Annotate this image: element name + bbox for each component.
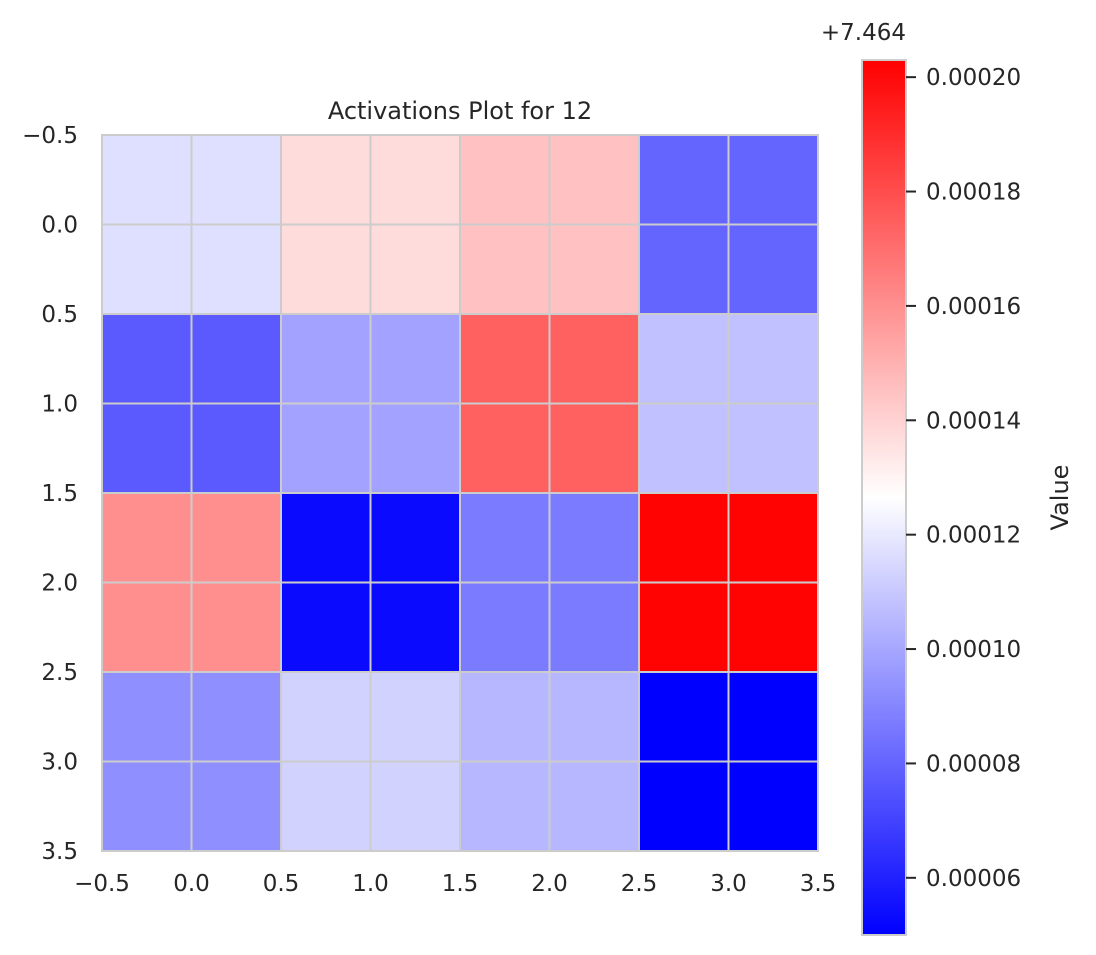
chart-title: Activations Plot for 12 bbox=[328, 97, 592, 125]
x-tick-label: 2.5 bbox=[621, 871, 658, 897]
y-tick-label: 2.5 bbox=[41, 660, 78, 686]
y-tick-label: 0.5 bbox=[41, 302, 78, 328]
y-axis-ticks: −0.5 0.0 0.5 1.0 1.5 2.0 2.5 3.0 3.5 bbox=[22, 123, 78, 865]
y-tick-label: 3.5 bbox=[41, 839, 78, 865]
x-tick-label: 2.0 bbox=[531, 871, 568, 897]
colorbar: 0.00006 0.00008 0.00010 0.00012 0.00014 0.000… bbox=[821, 20, 1074, 936]
y-tick-label: 2.0 bbox=[41, 571, 78, 597]
colorbar-tick-label: 0.00008 bbox=[926, 751, 1021, 777]
x-tick-label: 0.0 bbox=[173, 871, 210, 897]
colorbar-tick-label: 0.00010 bbox=[926, 637, 1021, 663]
y-tick-label: 1.5 bbox=[41, 481, 78, 507]
x-tick-label: 1.0 bbox=[352, 871, 389, 897]
x-tick-label: 3.0 bbox=[710, 871, 747, 897]
colorbar-tick-label: 0.00018 bbox=[926, 180, 1021, 206]
y-tick-label: 3.0 bbox=[41, 750, 78, 776]
x-tick-label: 3.5 bbox=[800, 871, 837, 897]
colorbar-gradient bbox=[861, 59, 907, 936]
colorbar-label: Value bbox=[1046, 465, 1074, 531]
colorbar-tick-label: 0.00020 bbox=[926, 65, 1021, 91]
colorbar-tick-label: 0.00016 bbox=[926, 294, 1021, 320]
plot-frame bbox=[101, 134, 819, 852]
colorbar-offset-label: +7.464 bbox=[821, 20, 906, 46]
x-axis-ticks: −0.5 0.0 0.5 1.0 1.5 2.0 2.5 3.0 3.5 bbox=[74, 871, 836, 897]
x-tick-label: 1.5 bbox=[442, 871, 479, 897]
colorbar-tick-label: 0.00012 bbox=[926, 523, 1021, 549]
y-tick-label: −0.5 bbox=[22, 123, 78, 149]
y-tick-label: 0.0 bbox=[41, 213, 78, 239]
colorbar-tick-label: 0.00014 bbox=[926, 408, 1021, 434]
y-tick-label: 1.0 bbox=[41, 392, 78, 418]
x-tick-label: 0.5 bbox=[263, 871, 300, 897]
x-tick-label: −0.5 bbox=[74, 871, 130, 897]
colorbar-tick-label: 0.00006 bbox=[926, 866, 1021, 892]
colorbar-ticks: 0.00006 0.00008 0.00010 0.00012 0.00014 0.000… bbox=[906, 65, 1021, 892]
